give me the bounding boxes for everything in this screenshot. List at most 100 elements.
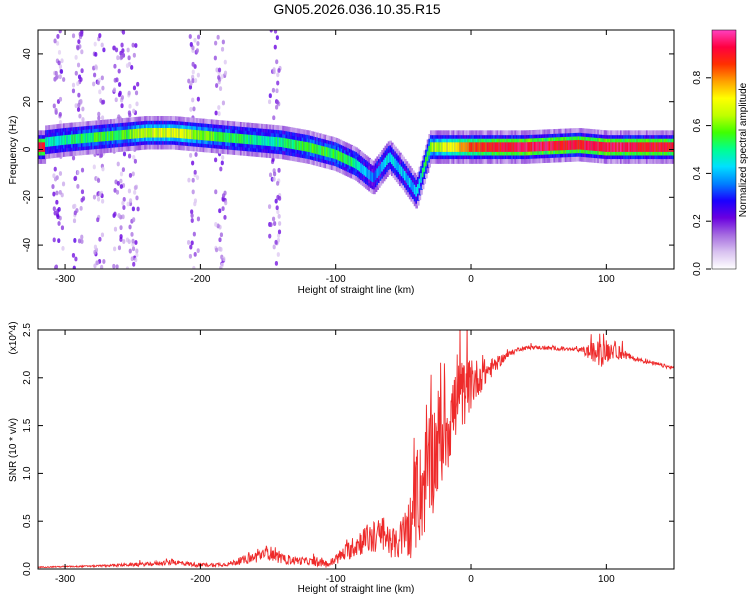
ridge-cell <box>412 182 415 192</box>
ridge-cell <box>585 140 589 151</box>
spectrogram-y-label: Frequency (Hz) <box>8 116 19 185</box>
ridge-cell <box>231 133 235 143</box>
noise-speckle <box>274 260 279 266</box>
ridge-cell <box>165 127 168 138</box>
noise-speckle <box>134 257 138 263</box>
noise-speckle <box>219 166 223 172</box>
noise-speckle <box>53 38 57 44</box>
snr-series-line <box>38 330 674 569</box>
noise-speckle <box>117 245 122 251</box>
ridge-cell <box>472 142 475 152</box>
noise-speckle <box>191 177 195 183</box>
noise-speckle <box>276 209 280 215</box>
ridge-cell <box>300 140 303 151</box>
ridge-cell <box>636 142 639 152</box>
noise-speckle <box>276 237 281 243</box>
noise-speckle <box>58 111 62 117</box>
ridge-cell <box>600 141 604 152</box>
noise-speckle <box>193 251 197 257</box>
noise-speckle <box>214 221 218 227</box>
noise-speckle <box>52 173 56 179</box>
ridge-cell <box>493 142 496 152</box>
noise-speckle <box>119 184 123 189</box>
ridge-cell <box>379 164 383 174</box>
noise-speckle <box>273 221 277 226</box>
noise-speckle <box>98 191 102 197</box>
colorbar-label: Normalized spectral amplitude <box>738 82 749 217</box>
ridge-cell <box>207 131 211 141</box>
noise-speckle <box>274 198 278 204</box>
y-tick-label: 0.5 <box>22 514 33 528</box>
ridge-cell <box>204 130 207 141</box>
ridge-cell <box>358 161 362 172</box>
ridge-cell <box>420 173 423 183</box>
noise-speckle <box>80 234 84 240</box>
noise-speckle <box>58 171 63 176</box>
noise-speckle <box>127 55 131 61</box>
ridge-cell <box>611 142 615 152</box>
ridge-cell <box>256 135 259 145</box>
ridge-cell <box>92 132 95 143</box>
ridge-cell <box>543 141 547 152</box>
ridge-cell <box>252 135 256 145</box>
ridge-cell <box>447 142 451 152</box>
ridge-cell <box>142 128 146 138</box>
noise-speckle <box>214 157 218 163</box>
noise-speckle <box>101 198 105 204</box>
noise-speckle <box>267 204 272 210</box>
ridge-cell <box>589 140 592 151</box>
ridge-cell <box>355 159 358 169</box>
ridge-cell <box>184 129 188 139</box>
ridge-cell <box>53 136 56 146</box>
ridge-cell <box>97 132 100 142</box>
noise-speckle <box>115 189 120 195</box>
ridge-cell <box>569 140 573 150</box>
noise-speckle <box>220 262 224 268</box>
ridge-cell <box>287 138 290 149</box>
noise-speckle <box>96 196 101 202</box>
ridge-cell <box>426 151 430 161</box>
noise-speckle <box>271 216 276 222</box>
ridge-cell <box>124 129 128 140</box>
ridge-cell <box>304 141 308 152</box>
ridge-cell <box>381 161 384 172</box>
ridge-cell <box>264 136 267 146</box>
ridge-cell <box>153 127 157 138</box>
noise-speckle <box>61 245 65 251</box>
ridge-cell <box>168 127 172 138</box>
ridge-cell <box>239 133 243 144</box>
noise-speckle <box>117 68 121 74</box>
noise-speckle <box>100 115 105 121</box>
ridge-cell <box>113 130 116 141</box>
noise-speckle <box>96 80 100 86</box>
noise-speckle <box>126 47 130 53</box>
ridge-cell <box>262 135 266 146</box>
ridge-cell <box>465 142 469 152</box>
ridge-cell <box>645 142 649 152</box>
noise-speckle <box>125 63 130 69</box>
noise-speckle <box>190 240 194 246</box>
ridge-cell <box>668 142 672 152</box>
ridge-cell <box>434 142 438 152</box>
ridge-cell <box>100 131 103 142</box>
noise-speckle <box>215 67 219 73</box>
noise-speckle <box>196 248 200 253</box>
ridge-cell <box>475 142 479 152</box>
ridge-cell <box>197 130 201 140</box>
noise-speckle <box>275 35 279 41</box>
noise-speckle <box>214 40 218 46</box>
ridge-cell <box>527 142 530 152</box>
x-tick-label: 0 <box>468 274 474 285</box>
ridge-cell <box>158 127 162 138</box>
noise-speckle <box>186 240 191 245</box>
noise-speckle <box>192 265 196 269</box>
noise-speckle <box>127 239 131 245</box>
ridge-cell <box>291 139 295 150</box>
ridge-cell <box>77 133 81 144</box>
noise-speckle <box>76 170 80 175</box>
ridge-cell <box>82 133 86 144</box>
y-tick-label: 20 <box>22 96 33 108</box>
noise-speckle <box>101 166 105 172</box>
noise-speckle <box>135 195 139 201</box>
noise-speckle <box>81 117 85 122</box>
